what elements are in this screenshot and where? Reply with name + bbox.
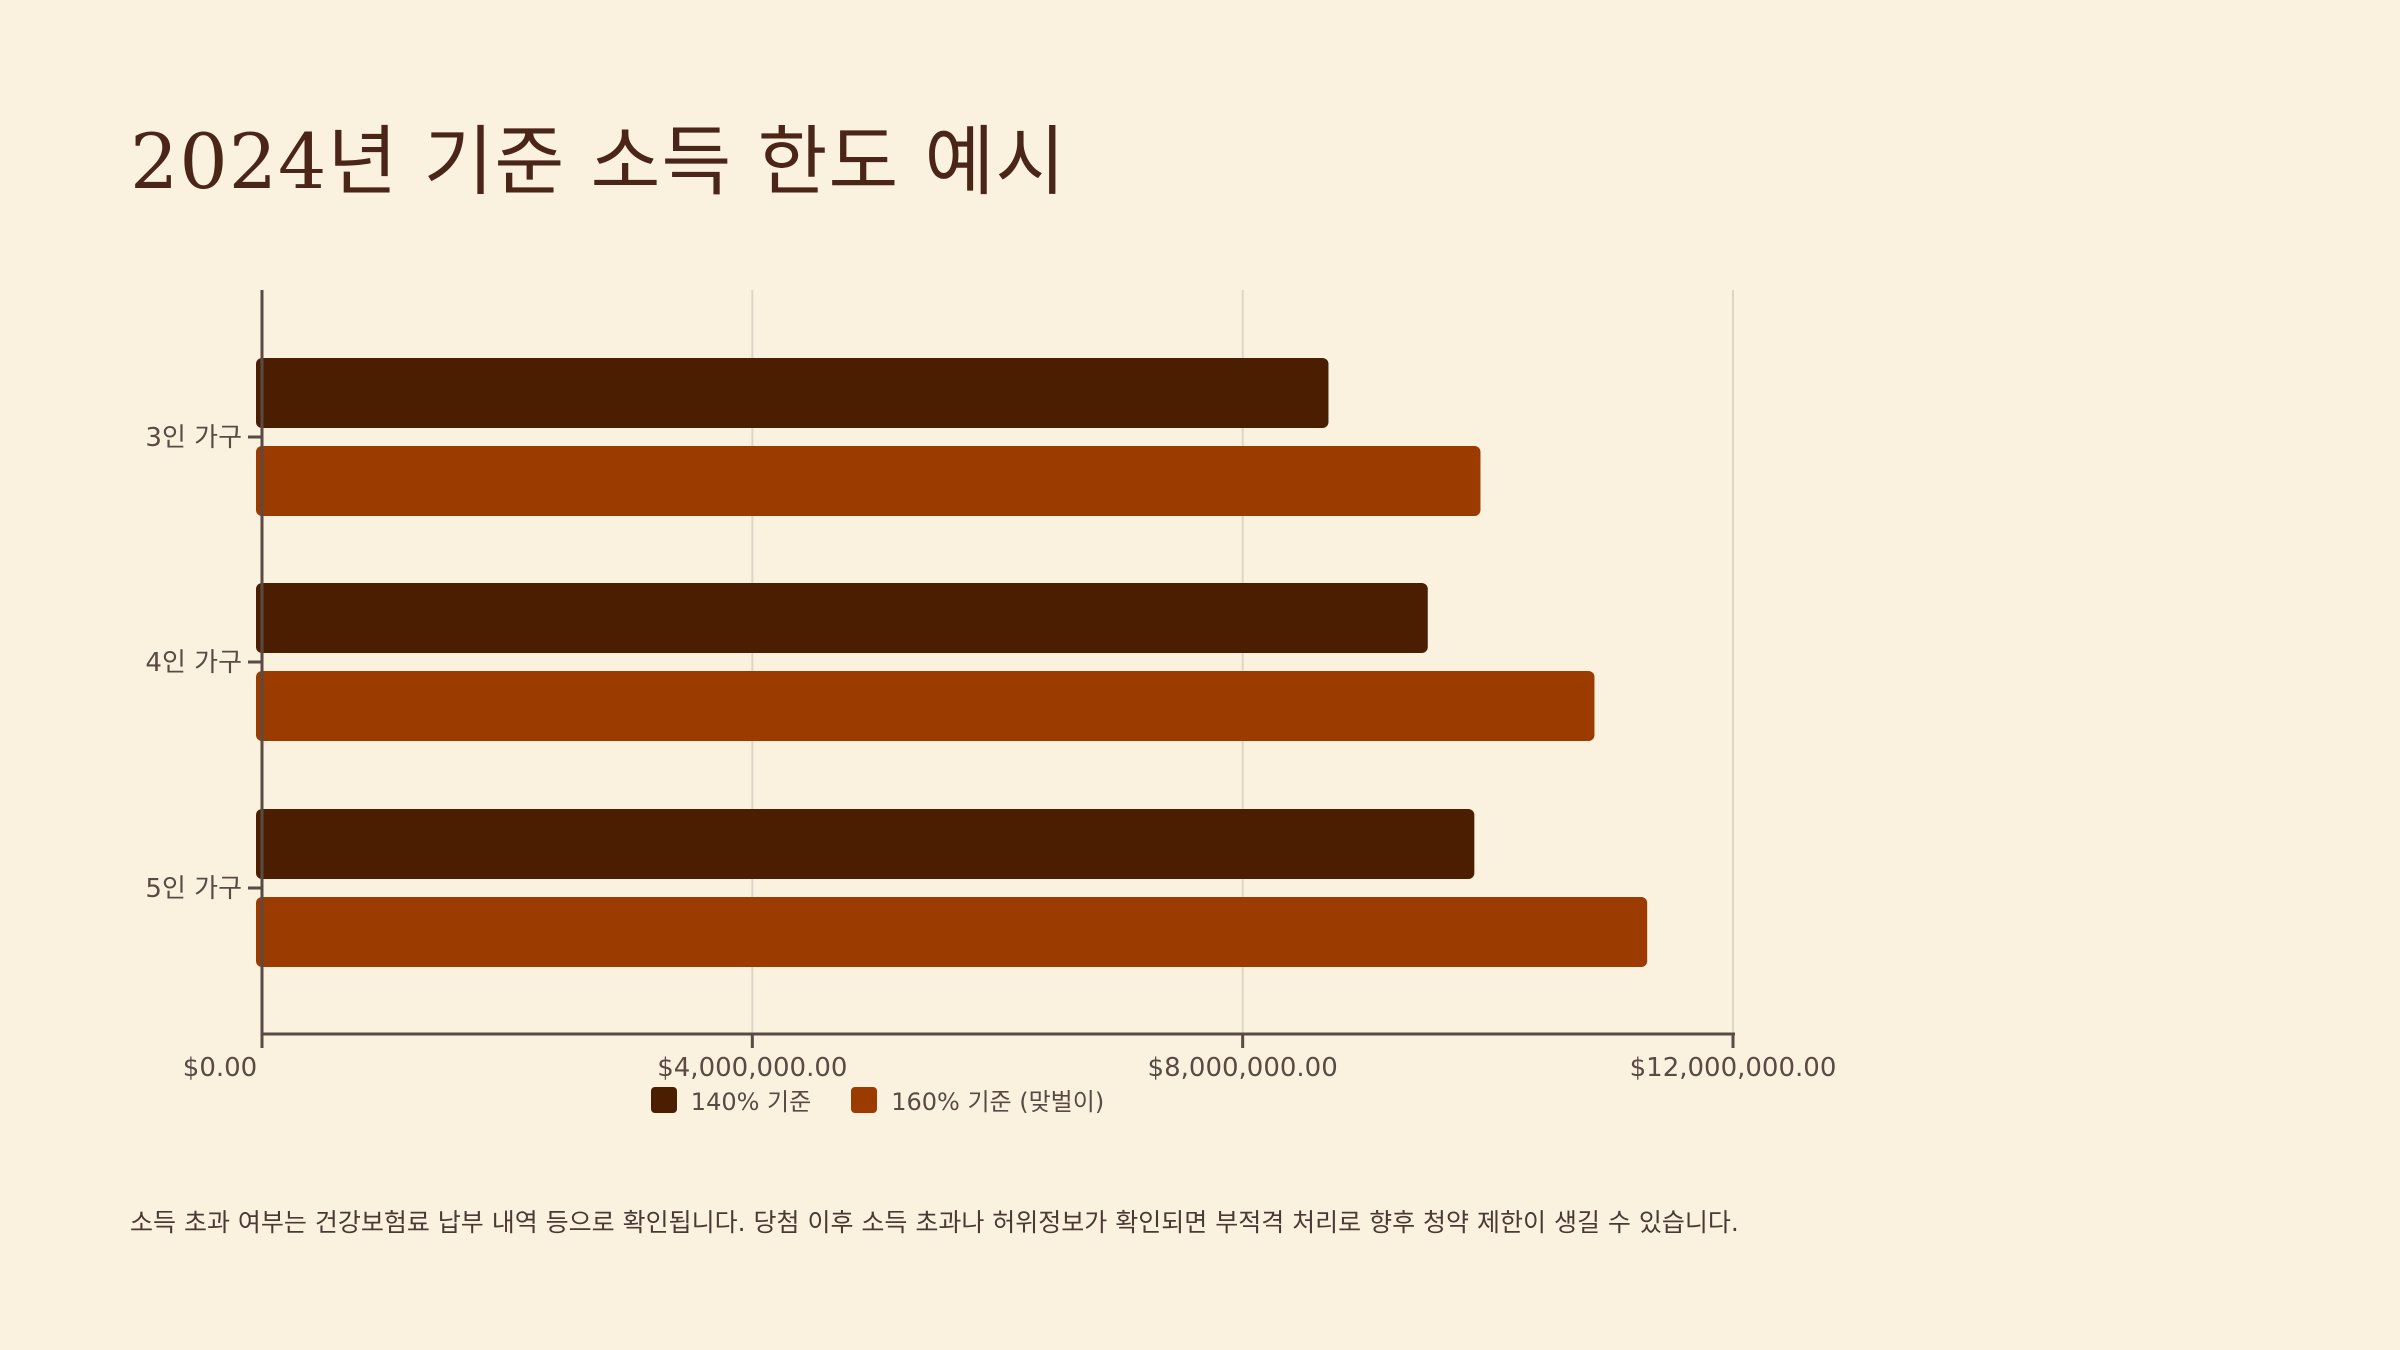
legend-swatch-140 <box>650 1086 677 1113</box>
x-tick-label-0: $0.00 <box>183 1053 257 1080</box>
footnote: 소득 초과 여부는 건강보험료 납부 내역 등으로 확인됩니다. 당첨 이후 소… <box>130 1208 1739 1237</box>
legend-item-160: 160% 기준 (맞벌이) <box>851 1082 1104 1117</box>
bar-160-3 <box>256 446 1481 516</box>
x-tick-label-2: $8,000,000.00 <box>1148 1053 1338 1080</box>
legend-swatch-160 <box>851 1086 878 1113</box>
x-tick-label-1: $4,000,000.00 <box>657 1053 847 1080</box>
bar-140-3 <box>256 358 1329 428</box>
y-tick-label-0: 3인 가구 <box>145 423 242 453</box>
page-title: 2024년 기준 소득 한도 예시 <box>130 117 1067 206</box>
bar-140-4 <box>256 583 1428 653</box>
bar-160-4 <box>256 671 1595 741</box>
bar-140-5 <box>256 809 1475 879</box>
income-limit-bar-chart: $0.00 $4,000,000.00 $8,000,000.00 $12,000,0… <box>145 290 1837 1080</box>
legend-label-140: 140% 기준 <box>690 1088 812 1116</box>
bar-160-5 <box>256 897 1648 967</box>
legend-item-140: 140% 기준 <box>650 1082 812 1117</box>
chart-legend: 140% 기준 160% 기준 (맞벌이) <box>0 1082 1755 1117</box>
y-tick-label-1: 4인 가구 <box>145 648 242 678</box>
legend-label-160: 160% 기준 (맞벌이) <box>891 1088 1105 1116</box>
x-tick-label-3: $12,000,000.00 <box>1630 1053 1837 1080</box>
y-tick-label-2: 5인 가구 <box>145 874 242 904</box>
